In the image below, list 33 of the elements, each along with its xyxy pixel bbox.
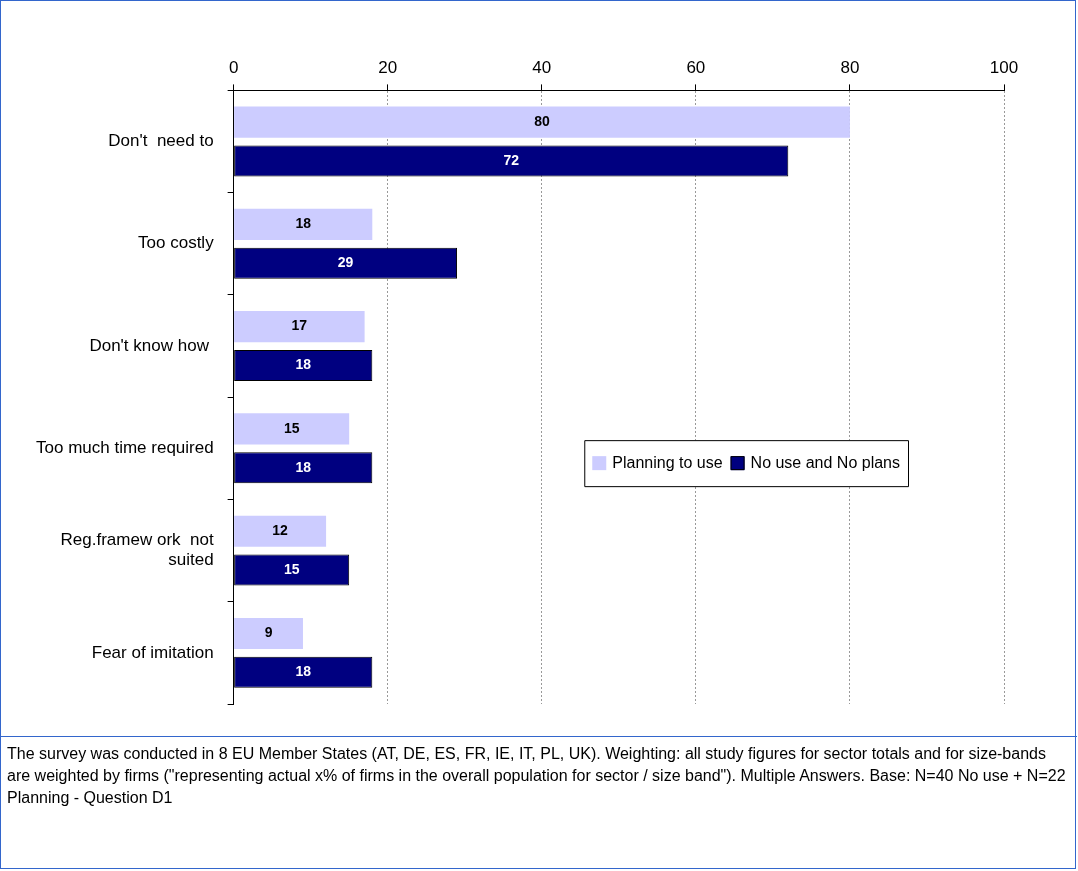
bar [234,106,850,138]
bar [234,311,365,343]
y-tick-label: Too costly [138,233,215,253]
legend-label: No use and No plans [750,453,901,471]
bar [234,208,373,240]
data-label: 9 [264,624,273,641]
x-tick-label: 0 [228,57,239,77]
x-tick-label: 40 [532,57,552,77]
data-label: 18 [295,663,312,680]
x-tick-label: 100 [989,57,1019,77]
x-tick-label: 80 [840,57,860,77]
x-tick-label: 20 [378,57,398,77]
text: The survey was conducted in 8 EU Member States (AT, DE, ES, FR, IE, IT, PL, UK). Weighting: all study figures for sector totals and for size-bands are weighted by firms ("representing actual x% of firms in the overall population for sector / size band"). Multiple Answers. Base: N=40 No use + N=22 Planning - Question D1 [7,744,1067,808]
data-label: 29 [337,254,354,271]
data-label: 18 [295,458,312,475]
y-tick-label: Don't know how [89,335,214,355]
data-label: 18 [295,215,312,232]
y-tick-label: Too much time required [36,438,214,458]
x-tick-label: 60 [686,57,706,77]
data-label: 15 [283,419,300,436]
legend-label: Planning to use [612,453,723,471]
bar [234,617,303,649]
data-label: 72 [503,151,520,168]
data-label: 80 [534,112,551,129]
bar [234,413,350,445]
data-label: 12 [272,522,289,539]
y-tick-label: Reg.framew ork not suited [60,530,214,570]
y-tick-label: Fear of imitation [91,642,214,662]
data-label: 15 [283,560,300,577]
bar [234,515,327,547]
y-tick-label: Don't need to [108,131,214,151]
data-label: 17 [291,317,308,334]
data-label: 18 [295,356,312,373]
